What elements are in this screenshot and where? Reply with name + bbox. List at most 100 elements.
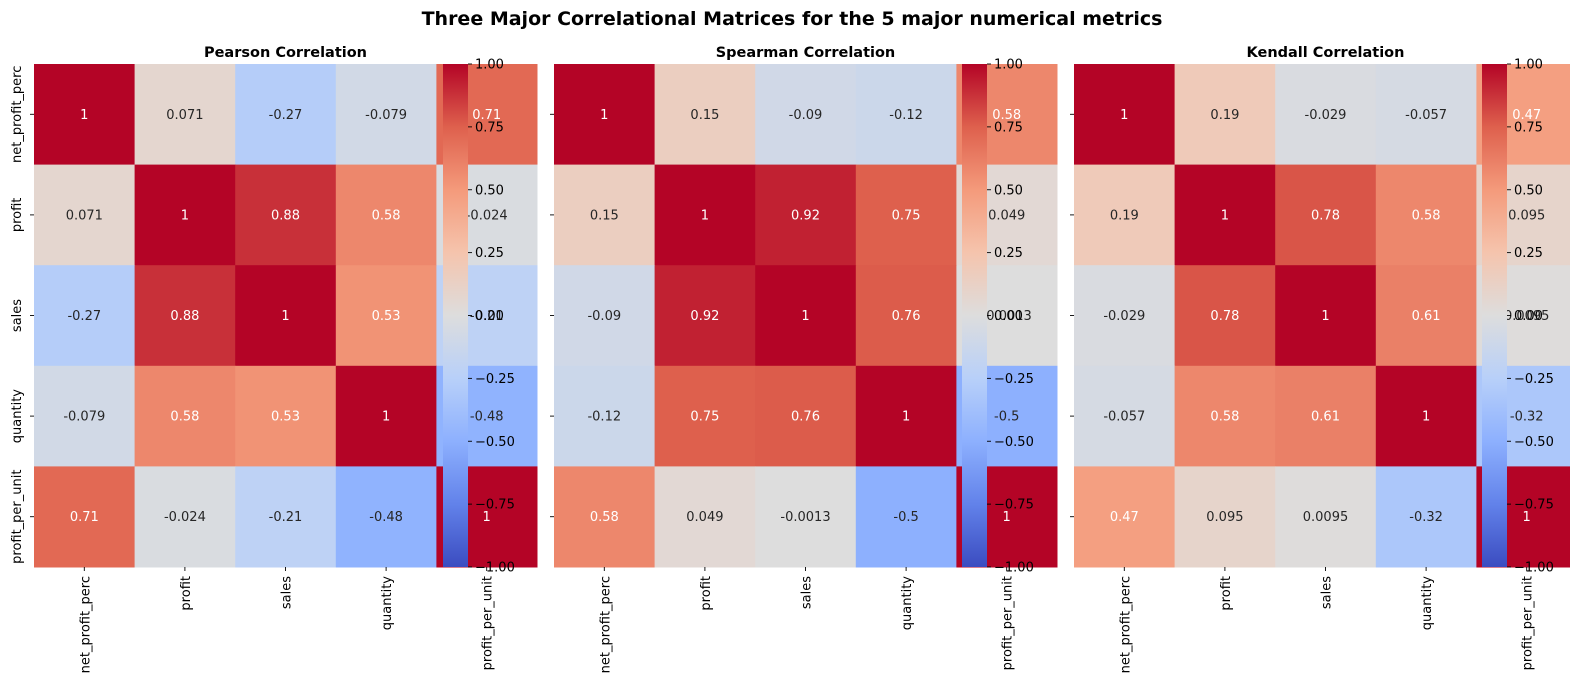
heatmap-cell [1174,64,1276,166]
cell-annotation: -0.09 [789,108,823,123]
heatmap-cell [1375,64,1477,166]
heatmap-cell [1275,64,1377,166]
cell-annotation: 1 [1321,309,1329,324]
colorbar-tick-label: −0.25 [475,372,515,387]
cell-annotation: 0.92 [791,208,820,223]
heatmap-cell [654,466,756,568]
cell-annotation: -0.0013 [780,510,830,525]
cell-annotation: 0.0095 [1303,510,1349,525]
colorbar-tick-label: −0.50 [994,435,1034,450]
cell-annotation: -0.079 [63,410,105,425]
heatmap-cell [235,64,337,166]
cell-annotation: -0.024 [164,510,206,525]
heatmap-cell [654,164,756,266]
heatmap-cell [1275,365,1377,467]
heatmap-cell [755,365,857,467]
cell-annotation: -0.21 [269,510,303,525]
x-tick-label: profit [179,576,194,611]
cell-annotation: 0.58 [1210,410,1239,425]
heatmap-cell [1174,265,1276,367]
heatmap-cell [335,64,437,166]
cell-annotation: -0.024 [466,208,508,223]
heatmap-cell [1074,365,1176,467]
colorbar [962,64,987,567]
x-tick-label: net_profit_perc [598,576,613,673]
colorbar-tick-label: −0.75 [1514,498,1554,513]
heatmap-cell [335,265,437,367]
cell-annotation: 0.19 [1110,208,1139,223]
colorbar-tick-label: 0.50 [475,183,504,198]
cell-annotation: 1 [1523,510,1531,525]
cell-annotation: 0.071 [166,108,203,123]
cell-annotation: -0.5 [994,410,1019,425]
heatmap-cell [1074,265,1176,367]
colorbar-tick-label: 0.00 [1514,309,1543,324]
cell-annotation: 0.049 [686,510,723,525]
colorbar-tick-label: −0.50 [475,435,515,450]
heatmap-cell [134,466,236,568]
heatmap-cell [855,365,957,467]
cell-annotation: 0.095 [1206,510,1243,525]
colorbar-tick-label: 1.00 [475,58,504,73]
cell-annotation: -0.029 [1103,309,1145,324]
x-tick-label: quantity [1420,576,1435,631]
heatmap-cell [34,164,136,266]
cell-annotation: 0.095 [1508,208,1545,223]
heatmap-cell [1174,164,1276,266]
colorbar-tick-label: −0.75 [475,498,515,513]
heatmap-cell [1275,164,1377,266]
heatmap-cell [554,265,656,367]
cell-annotation: -0.32 [1510,410,1544,425]
cell-annotation: 0.58 [372,208,401,223]
heatmap-cell [1074,466,1176,568]
heatmap-cell [1074,64,1176,166]
heatmap-cell [134,164,236,266]
x-tick-label: profit_per_unit [1001,576,1016,670]
colorbar-tick-label: −1.00 [475,561,515,576]
colorbar-tick-label: −0.25 [1514,372,1554,387]
cell-annotation: 0.47 [1512,108,1541,123]
cell-annotation: -0.12 [889,108,923,123]
colorbar-tick-label: 0.75 [475,120,504,135]
heatmap-cell [855,265,957,367]
x-tick-label: profit [1219,576,1234,611]
heatmap-panel-3: Kendall Correlation 1 0.19 -0.029 -0.057 0.47… [1070,45,1570,673]
colorbar-tick-label: −0.50 [1514,435,1554,450]
heatmap-cell [855,466,957,568]
cell-annotation: -0.32 [1409,510,1443,525]
heatmap-cell [335,365,437,467]
heatmap-cell [755,265,857,367]
heatmap-cell [654,64,756,166]
cell-annotation: 0.58 [992,108,1021,123]
colorbar-tick-label: −0.25 [994,372,1034,387]
cell-annotation: -0.48 [470,410,504,425]
cell-annotation: 0.58 [1412,208,1441,223]
cell-annotation: -0.27 [67,309,101,324]
colorbar-tick-label: 0.25 [475,246,504,261]
heatmap-cell [755,64,857,166]
heatmap-cell [1074,164,1176,266]
panel-title: Pearson Correlation [204,45,367,61]
heatmap-cell [1375,365,1477,467]
cell-annotation: 0.15 [590,208,619,223]
y-tick-label: net_profit_perc [10,66,25,163]
cell-annotation: -0.029 [1305,108,1347,123]
cell-annotation: 0.61 [1412,309,1441,324]
cell-annotation: 0.53 [372,309,401,324]
x-tick-label: sales [1320,576,1335,609]
cell-annotation: 0.75 [892,208,921,223]
cell-annotation: 1 [1422,410,1430,425]
cell-annotation: 0.76 [791,410,820,425]
heatmap-cell [1375,164,1477,266]
colorbar [443,64,468,567]
heatmap-cell [34,466,136,568]
cell-annotation: 0.58 [590,510,619,525]
colorbar-tick-label: 0.00 [994,309,1023,324]
heatmap-cell [554,64,656,166]
heatmap-cell [335,164,437,266]
x-tick-label: net_profit_perc [78,576,93,673]
cell-annotation: 0.88 [170,309,199,324]
cell-annotation: 1 [701,208,709,223]
